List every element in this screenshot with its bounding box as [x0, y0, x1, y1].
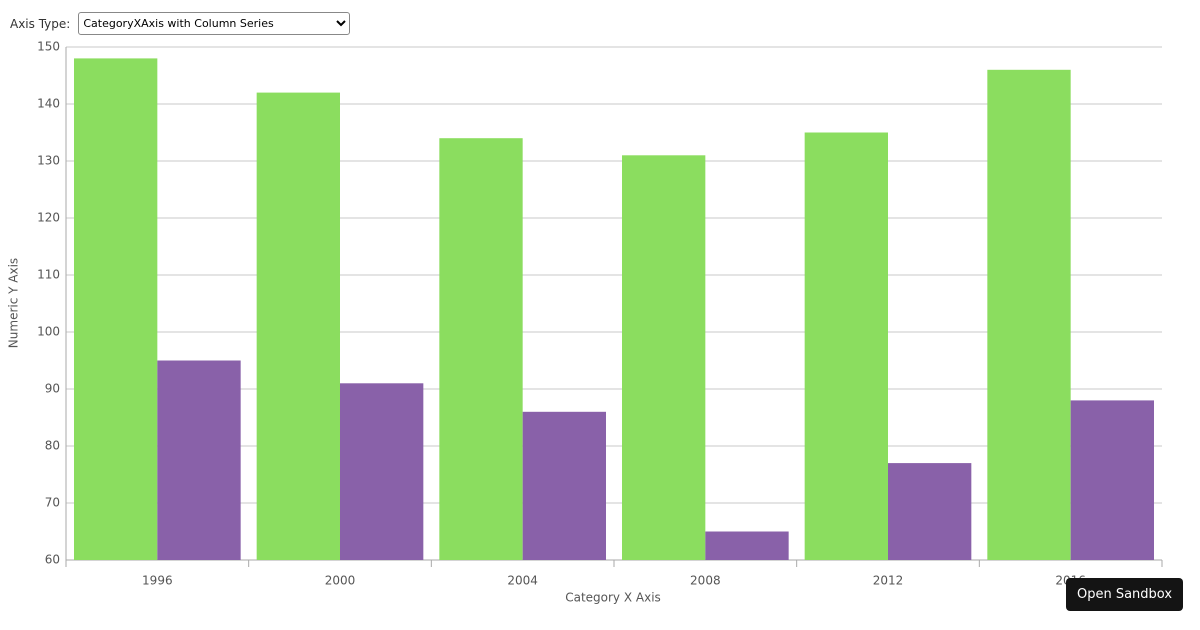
y-axis-title: Numeric Y Axis — [7, 258, 21, 348]
x-tick-label: 2012 — [873, 574, 904, 588]
y-tick-label: 90 — [45, 382, 60, 396]
y-tick-label: 100 — [37, 325, 60, 339]
bar — [522, 411, 606, 560]
y-tick-label: 70 — [45, 496, 60, 510]
x-tick-label: 2000 — [325, 574, 356, 588]
bar — [804, 132, 888, 560]
y-tick-label: 130 — [37, 154, 60, 168]
bar — [439, 138, 523, 560]
y-tick-label: 120 — [37, 211, 60, 225]
open-sandbox-button[interactable]: Open Sandbox — [1066, 578, 1183, 611]
bar — [888, 463, 972, 560]
bar — [705, 531, 789, 560]
x-tick-label: 2004 — [507, 574, 538, 588]
bar — [987, 69, 1071, 561]
bar — [622, 155, 706, 561]
axis-type-control: Axis Type: CategoryXAxis with Column Ser… — [10, 12, 351, 35]
bar — [74, 58, 158, 561]
bar — [1070, 400, 1154, 560]
bar — [340, 383, 424, 560]
y-tick-label: 140 — [37, 97, 60, 111]
axis-type-select[interactable]: CategoryXAxis with Column Series — [78, 12, 351, 35]
bar — [157, 360, 241, 560]
y-tick-label: 80 — [45, 439, 60, 453]
y-tick-label: 110 — [37, 268, 60, 282]
axis-type-label: Axis Type: — [10, 16, 71, 31]
x-tick-label: 2008 — [690, 574, 721, 588]
x-axis-title: Category X Axis — [565, 591, 661, 605]
bar — [256, 92, 340, 560]
y-tick-label: 150 — [37, 40, 60, 54]
x-tick-label: 1996 — [142, 574, 173, 588]
y-tick-label: 60 — [45, 553, 60, 567]
